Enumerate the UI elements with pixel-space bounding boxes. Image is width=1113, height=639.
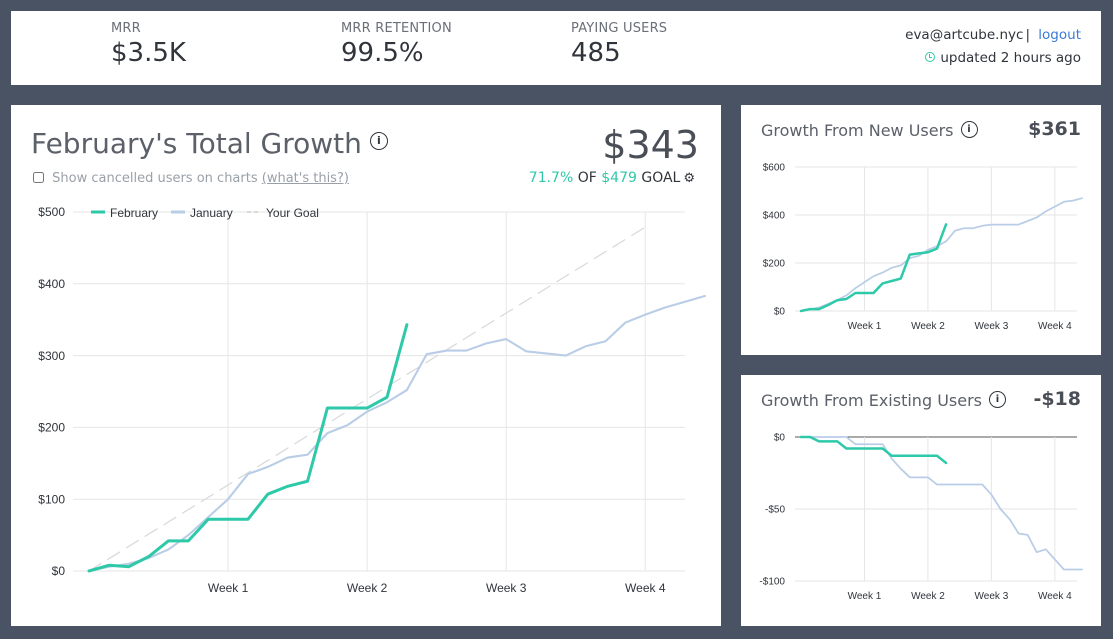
goal-amount: $479 bbox=[601, 170, 637, 186]
series-line-january bbox=[800, 436, 1083, 571]
metric-value: 485 bbox=[571, 38, 621, 68]
metric-label: PAYING USERS bbox=[571, 21, 668, 36]
updated-text: updated 2 hours ago bbox=[940, 50, 1081, 66]
y-tick-label: $500 bbox=[38, 205, 65, 219]
show-cancelled-checkbox[interactable] bbox=[33, 172, 44, 183]
existing-users-chart: $0 -$50 -$100 Week 1 Week 2 Week 3 Week 4 bbox=[759, 433, 1083, 602]
panel-title: February's Total Growth i bbox=[31, 127, 388, 160]
y-tick-label: $0 bbox=[52, 564, 66, 578]
series-line-january bbox=[800, 197, 1083, 312]
legend-label-february: February bbox=[110, 206, 158, 220]
whats-this-link[interactable]: (what's this?) bbox=[261, 171, 349, 186]
y-tick-label: $200 bbox=[763, 259, 786, 270]
metric-value: $3.5K bbox=[111, 38, 186, 68]
x-tick-label: Week 3 bbox=[975, 321, 1009, 332]
info-icon[interactable]: i bbox=[369, 132, 388, 150]
user-info: eva@artcube.nyc | logout updated 2 hours … bbox=[905, 27, 1081, 66]
existing-users-panel: $0 -$50 -$100 Week 1 Week 2 Week 3 Week 4 Grow… bbox=[741, 375, 1101, 626]
x-tick-label: Week 3 bbox=[975, 591, 1009, 602]
series-line-february bbox=[87, 323, 409, 573]
series-line-february bbox=[799, 435, 948, 465]
series-line-february bbox=[799, 223, 948, 313]
checkbox-label: Show cancelled users on charts bbox=[52, 171, 258, 186]
info-icon[interactable]: i bbox=[960, 121, 978, 138]
cancelled-users-toggle: Show cancelled users on charts (what's t… bbox=[33, 171, 349, 186]
updated-status: updated 2 hours ago bbox=[905, 50, 1081, 66]
panel-title-text: Growth From Existing Users bbox=[761, 391, 982, 410]
metric-value: 99.5% bbox=[341, 38, 424, 68]
user-email: eva@artcube.nyc bbox=[905, 27, 1024, 43]
y-tick-label: $400 bbox=[38, 277, 65, 291]
legend-label-your-goal: Your Goal bbox=[266, 206, 319, 220]
x-tick-label: Week 4 bbox=[1038, 321, 1072, 332]
info-icon[interactable]: i bbox=[989, 391, 1006, 408]
total-growth-chart: $0 $100 $200 $300 $400 $500 Week 1 Week 2 Week 3… bbox=[38, 205, 706, 595]
y-tick-label: $200 bbox=[38, 421, 65, 435]
x-tick-label: Week 2 bbox=[347, 581, 388, 595]
legend-label-january: January bbox=[190, 206, 233, 220]
metric-paying-users: PAYING USERS 485 bbox=[571, 21, 667, 68]
gear-icon[interactable]: ⚙ bbox=[683, 171, 695, 186]
y-tick-label: $100 bbox=[38, 492, 65, 506]
x-tick-label: Week 4 bbox=[1038, 591, 1072, 602]
x-tick-label: Week 2 bbox=[911, 321, 945, 332]
goal-word: GOAL bbox=[641, 170, 681, 186]
total-growth-panel: $0 $100 $200 $300 $400 $500 Week 1 Week 2 Week 3… bbox=[11, 105, 721, 626]
separator: | bbox=[1025, 27, 1030, 43]
y-tick-label: -$50 bbox=[765, 505, 785, 516]
metrics-bar: MRR $3.5K MRR RETENTION 99.5% PAYING USE… bbox=[11, 11, 1101, 85]
x-tick-label: Week 1 bbox=[848, 321, 882, 332]
metric-label: MRR bbox=[111, 21, 141, 36]
goal-percent: 71.7% bbox=[528, 170, 574, 186]
metric-mrr: MRR $3.5K bbox=[111, 21, 186, 68]
x-tick-label: Week 2 bbox=[911, 591, 945, 602]
metric-mrr-retention: MRR RETENTION 99.5% bbox=[341, 21, 452, 68]
x-tick-label: Week 3 bbox=[486, 581, 527, 595]
total-growth-value: $343 bbox=[602, 123, 699, 167]
metric-label: MRR RETENTION bbox=[341, 21, 452, 36]
panel-title: Growth From Existing Users i bbox=[761, 391, 1006, 410]
clock-icon bbox=[925, 52, 936, 62]
new-users-chart: $0 $200 $400 $600 Week 1 Week 2 Week 3 Week 4 bbox=[763, 163, 1083, 332]
goal-of: OF bbox=[577, 170, 597, 186]
x-tick-label: Week 4 bbox=[625, 581, 666, 595]
goal-progress: 71.7% OF $479 GOAL ⚙ bbox=[529, 170, 695, 186]
new-users-panel: $0 $200 $400 $600 Week 1 Week 2 Week 3 Week 4 G… bbox=[741, 105, 1101, 355]
panel-title-text: February's Total Growth bbox=[31, 127, 362, 160]
x-tick-label: Week 1 bbox=[208, 581, 249, 595]
y-tick-label: $300 bbox=[38, 349, 65, 363]
y-tick-label: $0 bbox=[774, 307, 786, 318]
y-tick-label: -$100 bbox=[759, 577, 785, 588]
x-tick-label: Week 1 bbox=[848, 591, 882, 602]
new-users-total: $361 bbox=[1028, 118, 1081, 140]
logout-link[interactable]: logout bbox=[1038, 27, 1081, 43]
y-tick-label: $400 bbox=[763, 211, 786, 222]
panel-title: Growth From New Users i bbox=[761, 121, 978, 140]
y-tick-label: $600 bbox=[763, 163, 786, 174]
panel-title-text: Growth From New Users bbox=[761, 121, 954, 140]
series-line-january bbox=[87, 294, 706, 573]
y-tick-label: $0 bbox=[774, 433, 786, 444]
existing-users-total: -$18 bbox=[1033, 388, 1081, 410]
